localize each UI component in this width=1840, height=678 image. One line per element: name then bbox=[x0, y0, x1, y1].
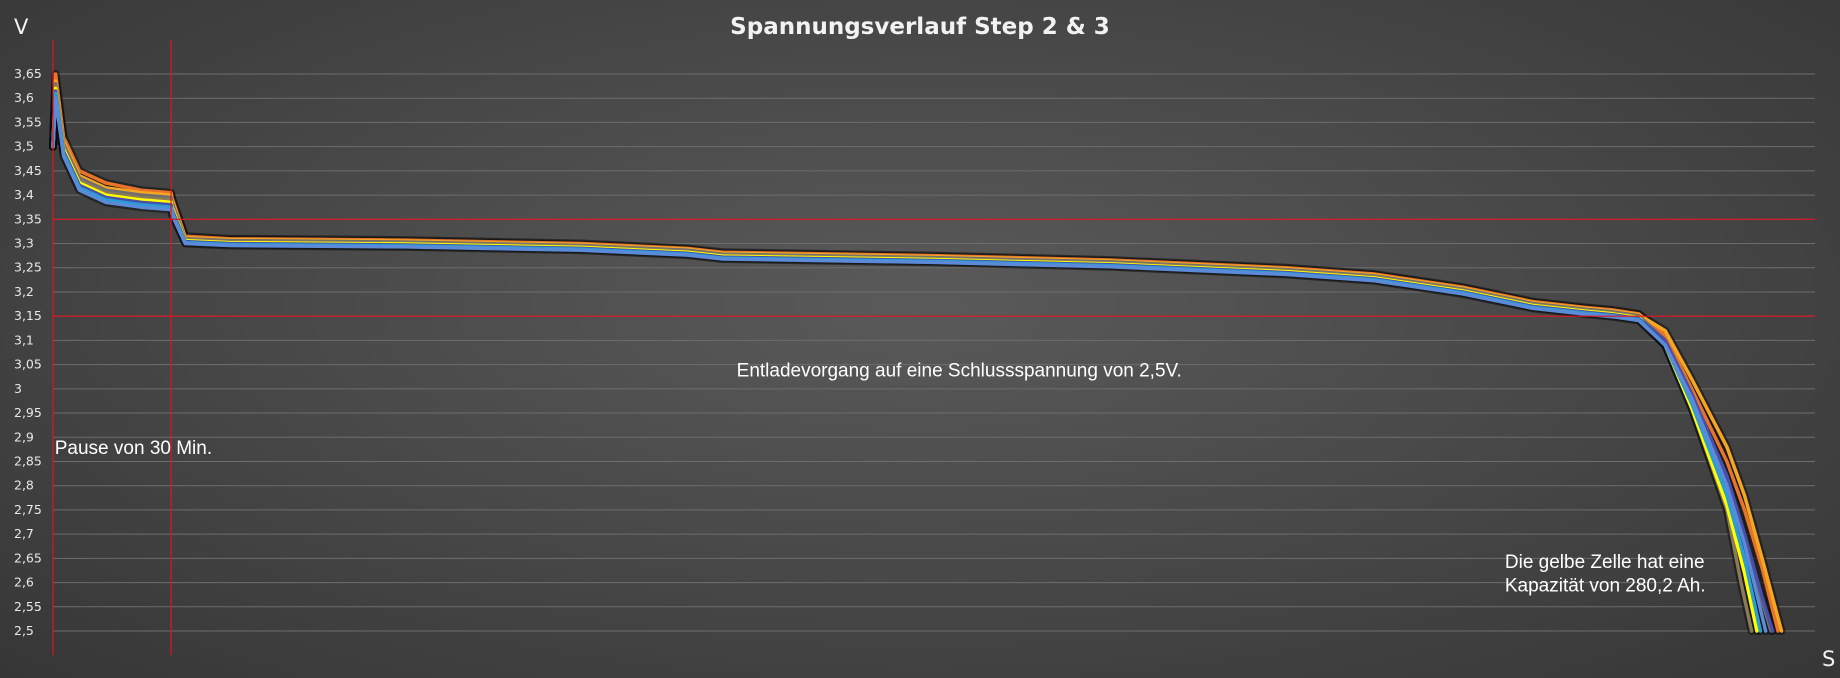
x-axis-unit-label: S bbox=[1822, 647, 1835, 671]
grid-lines bbox=[53, 73, 1815, 632]
y-tick-label: 2,55 bbox=[14, 599, 42, 614]
series-lines bbox=[49, 70, 1786, 635]
y-tick-label: 3,55 bbox=[14, 114, 42, 129]
y-tick-label: 3,35 bbox=[14, 211, 42, 226]
series-shadow-0 bbox=[49, 70, 1782, 635]
annotation-text-2: Die gelbe Zelle hat eine bbox=[1505, 552, 1705, 573]
series-shadow-1 bbox=[49, 77, 1786, 635]
y-tick-label: 3,15 bbox=[14, 308, 42, 323]
annotations: Pause von 30 Min. Entladevorgang auf eine… bbox=[55, 361, 1706, 597]
y-tick-label: 3,05 bbox=[14, 357, 42, 372]
y-tick-label: 2,8 bbox=[14, 478, 34, 493]
y-tick-labels: 3,65 3,6 3,55 3,5 3,45 3,4 3,35 3,3 3,25 3,2 3,15 3… bbox=[14, 66, 42, 638]
y-tick-label: 3,45 bbox=[14, 163, 42, 178]
annotation-text-1: Entladevorgang auf eine Schlussspannung … bbox=[737, 361, 1182, 382]
y-tick-label: 2,65 bbox=[14, 550, 42, 565]
series-line-2 bbox=[51, 81, 1773, 633]
y-tick-label: 2,9 bbox=[14, 429, 34, 444]
series-line-0 bbox=[51, 72, 1780, 633]
y-tick-label: 3,3 bbox=[14, 236, 34, 251]
y-axis-unit-label: V bbox=[14, 15, 29, 39]
y-tick-label: 3,4 bbox=[14, 187, 34, 202]
y-tick-label: 3,1 bbox=[14, 332, 34, 347]
y-tick-label: 2,85 bbox=[14, 453, 42, 468]
chart-title: Spannungsverlauf Step 2 & 3 bbox=[730, 14, 1110, 40]
y-tick-label: 3,5 bbox=[14, 139, 34, 154]
y-tick-label: 2,75 bbox=[14, 502, 42, 517]
y-tick-label: 3,2 bbox=[14, 284, 34, 299]
annotation-text-3: Kapazität von 280,2 Ah. bbox=[1505, 575, 1706, 596]
series-line-1 bbox=[51, 79, 1784, 633]
y-tick-label: 2,95 bbox=[14, 405, 42, 420]
y-tick-label: 3,65 bbox=[14, 66, 42, 81]
y-tick-label: 2,6 bbox=[14, 575, 34, 590]
reference-lines bbox=[52, 40, 1815, 655]
y-tick-label: 2,7 bbox=[14, 526, 34, 541]
series-line-7 bbox=[51, 96, 1768, 633]
y-tick-label: 2,5 bbox=[14, 623, 34, 638]
y-tick-label: 3 bbox=[14, 381, 22, 396]
y-tick-label: 3,25 bbox=[14, 260, 42, 275]
y-tick-label: 3,6 bbox=[14, 90, 34, 105]
series-shadow-2 bbox=[49, 79, 1775, 635]
series-shadow-3 bbox=[49, 82, 1756, 635]
series-line-3 bbox=[51, 84, 1754, 633]
annotation-text-0: Pause von 30 Min. bbox=[55, 438, 212, 459]
